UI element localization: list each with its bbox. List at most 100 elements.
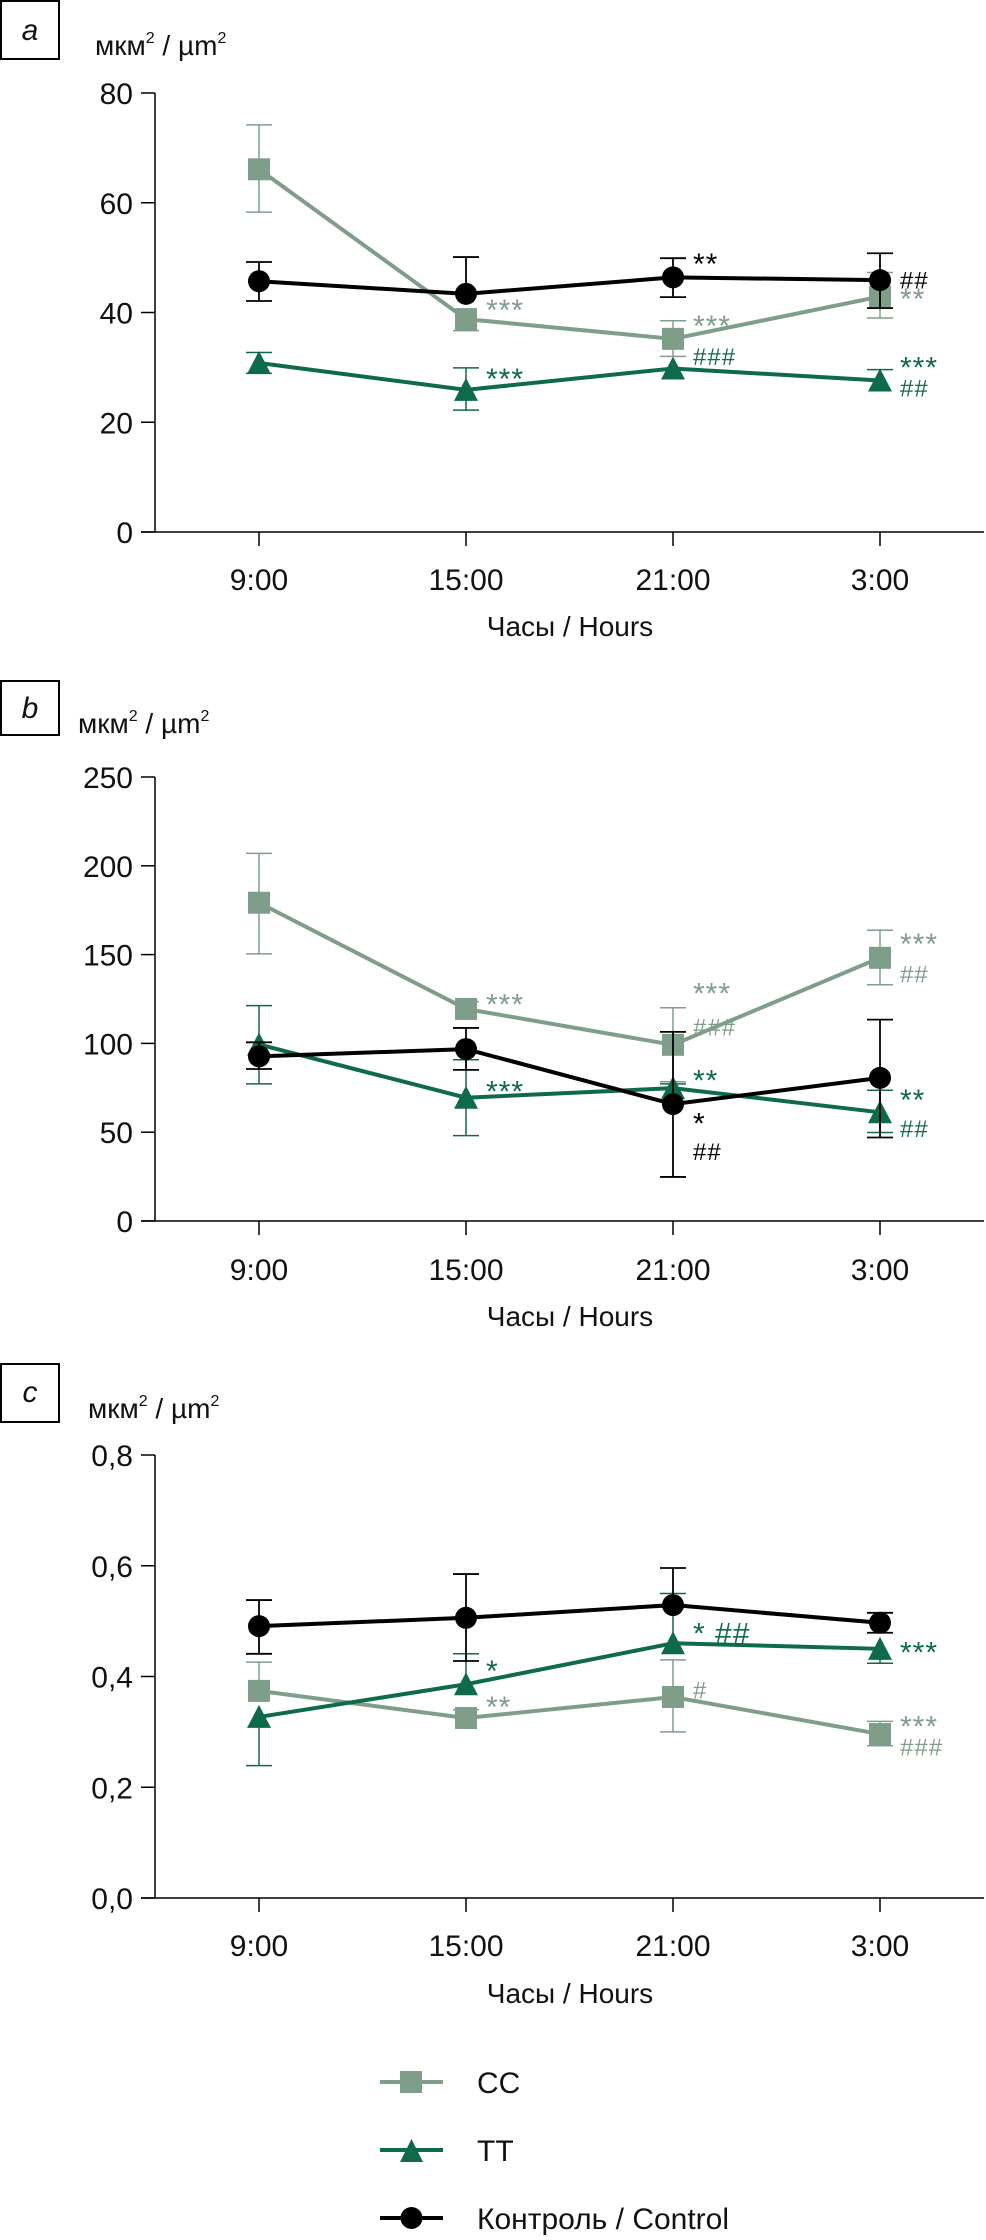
data-point-circle bbox=[869, 1611, 891, 1634]
data-point-triangle bbox=[247, 1704, 271, 1728]
data-point-circle bbox=[455, 282, 477, 305]
x-tick-label: 9:00 bbox=[230, 564, 288, 597]
legend-label: CC bbox=[477, 2067, 520, 2100]
triangle-marker-icon bbox=[400, 2139, 423, 2162]
data-point-square bbox=[869, 1723, 891, 1746]
data-point-circle bbox=[248, 270, 270, 293]
significance-annotation: *** bbox=[693, 978, 731, 1011]
significance-annotation: ## bbox=[900, 1116, 929, 1143]
series-line bbox=[258, 1688, 881, 1737]
data-point-triangle bbox=[454, 1672, 478, 1696]
series-tt bbox=[246, 1592, 893, 1767]
y-tick-label: 250 bbox=[83, 762, 133, 795]
data-point-square bbox=[248, 891, 270, 914]
data-point-circle bbox=[455, 1038, 477, 1061]
panel-b: b мкм2 / µm2 Часы / Hours 0 50 100 150 200 25… bbox=[0, 680, 984, 1332]
panel-label-box bbox=[0, 1363, 60, 1423]
significance-annotation: *** bbox=[693, 310, 731, 343]
significance-annotation: *** bbox=[900, 1710, 938, 1743]
data-point-square bbox=[869, 946, 891, 969]
x-tick-label: 15:00 bbox=[428, 564, 503, 597]
series-control bbox=[246, 252, 893, 310]
series-line bbox=[258, 275, 881, 296]
data-point-triangle bbox=[661, 356, 685, 380]
series-cc bbox=[246, 124, 893, 358]
y-tick-label: 0 bbox=[116, 1206, 133, 1239]
panel-c: c мкм2 / µm2 Часы / Hours 0,0 0,2 0,4 0,6 0,… bbox=[0, 1363, 984, 2009]
x-tick-label: 15:00 bbox=[428, 1930, 503, 1963]
data-point-square bbox=[248, 1679, 270, 1702]
data-point-square bbox=[455, 997, 477, 1020]
series-line bbox=[258, 1603, 881, 1629]
y-tick-label: 40 bbox=[100, 298, 133, 331]
series-line bbox=[258, 361, 881, 392]
series-control bbox=[246, 1567, 893, 1662]
y-tick-label: 60 bbox=[100, 188, 133, 221]
data-point-triangle bbox=[661, 1631, 685, 1655]
panel-label-box bbox=[0, 680, 60, 736]
x-tick-label: 21:00 bbox=[635, 564, 710, 597]
data-point-square bbox=[662, 1685, 684, 1708]
data-point-circle bbox=[869, 269, 891, 292]
data-point-triangle bbox=[454, 377, 478, 401]
data-point-circle bbox=[662, 1093, 684, 1116]
significance-annotation: ## bbox=[900, 376, 929, 403]
x-tick-label: 3:00 bbox=[851, 1254, 909, 1287]
y-axis-unit-label: мкм2 / µm2 bbox=[88, 1393, 219, 1424]
significance-annotation: *** bbox=[486, 1075, 524, 1108]
data-point-square bbox=[248, 158, 270, 181]
plot-area: 0,00,20,40,60,89:00 15:00 21:00 3:00**** ##… bbox=[91, 1440, 984, 1963]
panel-label: b bbox=[22, 692, 39, 725]
y-tick-label: 200 bbox=[83, 851, 133, 884]
data-point-triangle bbox=[868, 368, 892, 392]
data-point-triangle bbox=[868, 1636, 892, 1660]
data-point-triangle bbox=[247, 350, 271, 374]
data-point-circle bbox=[869, 1066, 891, 1089]
significance-annotation: ** bbox=[693, 248, 718, 281]
y-tick-label: 50 bbox=[100, 1117, 133, 1150]
significance-annotation: ### bbox=[900, 1735, 943, 1762]
y-tick-label: 100 bbox=[83, 1028, 133, 1061]
significance-annotation: ** bbox=[486, 1691, 511, 1724]
y-tick-label: 80 bbox=[100, 78, 133, 111]
significance-annotation: *** bbox=[486, 988, 524, 1021]
series-control bbox=[246, 1018, 893, 1178]
y-axis-unit-label: мкм2 / µm2 bbox=[78, 708, 209, 739]
significance-annotation: *** bbox=[486, 294, 524, 327]
panel-label: c bbox=[23, 1376, 38, 1409]
significance-annotation: ## bbox=[900, 961, 929, 988]
series-cc bbox=[246, 1659, 893, 1747]
x-axis-title: Часы / Hours bbox=[487, 611, 653, 642]
y-tick-label: 0,6 bbox=[91, 1551, 133, 1584]
data-point-circle bbox=[455, 1606, 477, 1629]
data-point-circle bbox=[662, 266, 684, 289]
significance-annotation: ## bbox=[693, 1139, 722, 1166]
y-tick-label: 0 bbox=[116, 517, 133, 550]
series-line bbox=[258, 1641, 881, 1719]
series-line bbox=[258, 1042, 881, 1115]
legend-item-cc: CC bbox=[380, 2067, 520, 2100]
significance-annotation: *** bbox=[900, 1637, 938, 1670]
significance-annotation: * bbox=[693, 1107, 706, 1140]
legend: CC TT Контроль / Control bbox=[380, 2067, 729, 2236]
data-point-square bbox=[662, 327, 684, 350]
significance-annotation: * bbox=[486, 1655, 499, 1688]
panel-label-box bbox=[0, 0, 60, 60]
circle-marker-icon bbox=[400, 2207, 423, 2229]
x-axis-title: Часы / Hours bbox=[487, 1301, 653, 1332]
x-tick-label: 3:00 bbox=[851, 564, 909, 597]
significance-annotation: ** bbox=[900, 1084, 925, 1117]
y-tick-label: 0,0 bbox=[91, 1883, 133, 1916]
series-line bbox=[258, 1047, 881, 1107]
data-point-square bbox=[455, 308, 477, 331]
significance-annotation: *** bbox=[900, 351, 938, 384]
legend-label: Контроль / Control bbox=[477, 2203, 729, 2236]
series-line bbox=[257, 167, 881, 341]
significance-annotation: * ## bbox=[693, 1617, 750, 1650]
significance-annotation: ** bbox=[693, 1065, 718, 1098]
x-tick-label: 15:00 bbox=[428, 1254, 503, 1287]
data-point-circle bbox=[662, 1594, 684, 1617]
